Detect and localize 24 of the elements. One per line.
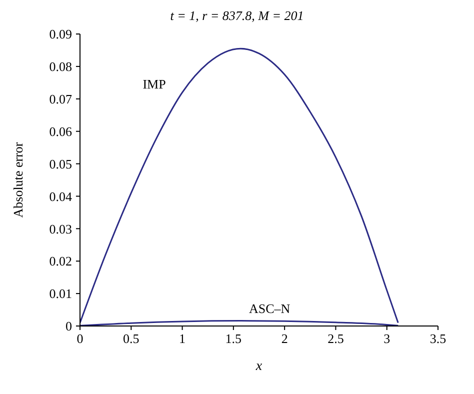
x-tick-label: 2.5 (328, 331, 344, 346)
y-tick-label: 0.03 (49, 221, 72, 236)
x-axis-title: x (254, 359, 263, 374)
y-tick-label: 0.04 (49, 188, 72, 204)
x-tick-label: 3 (384, 331, 390, 346)
y-tick-label: 0.02 (49, 254, 72, 269)
y-tick-label: 0.06 (49, 124, 72, 139)
x-tick-label: 1.5 (225, 331, 242, 346)
x-tick-label: 0.5 (123, 331, 140, 346)
line-series (80, 48, 399, 324)
y-tick-label: 0.07 (49, 92, 72, 107)
chart-title: t = 1, r = 837.8, M = 201 (169, 8, 305, 24)
x-tick-label: 2 (281, 331, 288, 346)
y-tick-label: 0.09 (49, 26, 72, 42)
x-tick-label: 0 (76, 331, 84, 346)
y-tick-label: 0.01 (49, 286, 72, 302)
y-tick-label: 0.08 (49, 59, 72, 74)
y-axis-title: Absolute error (10, 142, 26, 218)
x-tick-label: 1 (179, 331, 186, 346)
y-tick-label: 0.05 (49, 156, 72, 172)
series-label: ASC–N (248, 301, 291, 316)
y-tick-label: 0 (66, 318, 72, 334)
x-tick-label: 3.5 (430, 331, 446, 346)
series-label: IMP (142, 76, 166, 92)
